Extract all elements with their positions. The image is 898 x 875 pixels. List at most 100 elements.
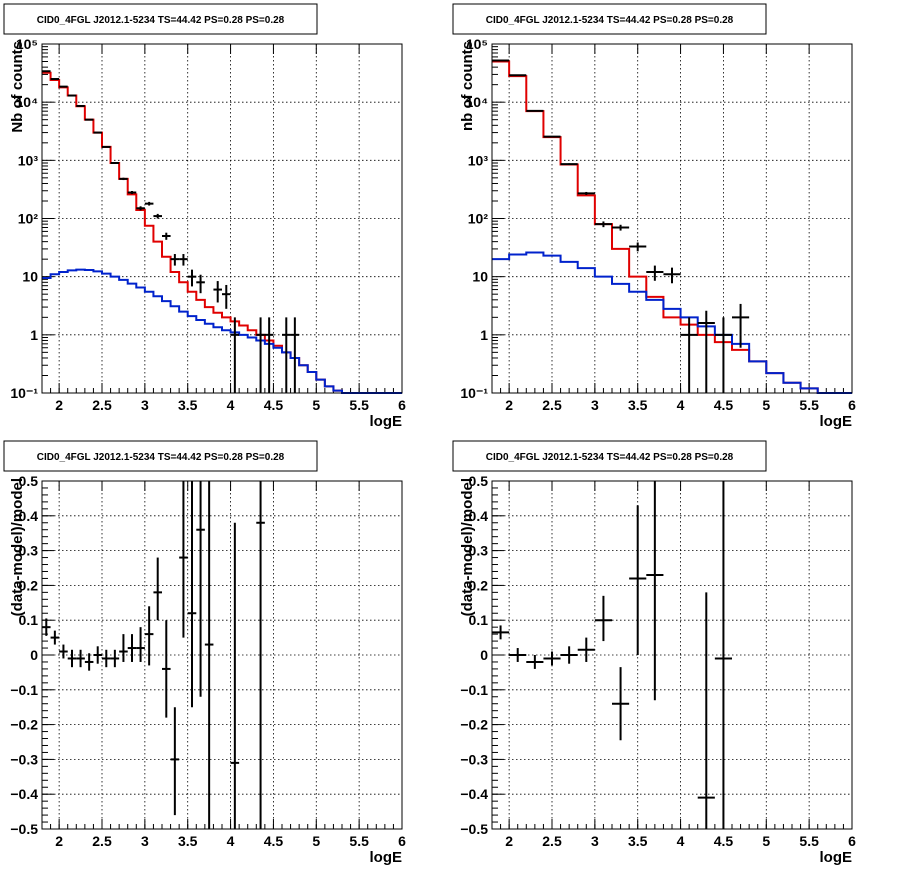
y-tick-label: 0 (480, 647, 488, 663)
x-tick-label: 5 (762, 833, 770, 849)
y-tick-label: 10² (18, 211, 39, 227)
data-point (732, 303, 750, 348)
y-tick-label: 0.2 (19, 577, 39, 593)
data-point (560, 163, 578, 166)
x-tick-label: 6 (398, 833, 406, 849)
data-point (119, 177, 128, 181)
y-tick-label: 0.1 (469, 612, 489, 628)
x-tick-label: 2 (55, 397, 63, 413)
data-point (714, 481, 732, 829)
data-point (153, 213, 162, 219)
data-point (509, 648, 527, 662)
data-point (612, 224, 630, 231)
data-point (84, 118, 94, 121)
x-tick-label: 4 (677, 397, 685, 413)
data-point (646, 481, 664, 701)
data-point (577, 637, 595, 662)
data-point (526, 109, 544, 112)
data-point (230, 522, 240, 829)
data-point (59, 644, 68, 659)
chart-panel: 2 2.5 3 3.5 4 4.5 5 5.5 6 10⁻¹ 1 10 10² 10³ 10⁴ 10⁵ logE… (452, 3, 856, 430)
data-point (67, 94, 77, 97)
y-tick-label: 10⁻¹ (10, 385, 38, 401)
data-point (697, 592, 715, 829)
data-point (629, 505, 647, 655)
data-point (612, 667, 630, 741)
y-tick-label: 0.5 (19, 473, 39, 489)
data-point (59, 85, 68, 88)
x-tick-label: 4.5 (264, 397, 284, 413)
data-point (213, 281, 222, 303)
x-tick-label: 3 (591, 397, 599, 413)
x-tick-label: 2.5 (542, 833, 562, 849)
x-axis-label: logE (370, 849, 403, 866)
chart-panel: 2 2.5 3 3.5 4 4.5 5 5.5 6 −0.5 −0.4 −0.3 −0.2 −0.1 0 0.… (3, 440, 406, 866)
data-point (526, 655, 544, 669)
model-source-line (42, 268, 402, 394)
data-point (42, 618, 51, 636)
data-point (110, 649, 120, 668)
data-point (204, 481, 214, 829)
data-point (256, 317, 265, 393)
y-tick-label: 10 (22, 269, 38, 285)
chart-title: CID0_4FGL J2012.1-5234 TS=44.42 PS=0.28 … (486, 452, 734, 463)
y-tick-label: 10⁵ (466, 36, 488, 52)
data-point (594, 595, 612, 642)
y-tick-label: −0.5 (460, 821, 488, 837)
chart-panel: 2 2.5 3 3.5 4 4.5 5 5.5 6 10⁻¹ 1 10 10² 10³ 10⁴ 10⁵ logE… (3, 3, 406, 430)
model-source-line (492, 251, 852, 394)
chart-title: CID0_4FGL J2012.1-5234 TS=44.42 PS=0.28 … (37, 452, 285, 463)
x-tick-label: 5.5 (799, 833, 819, 849)
x-tick-label: 4.5 (714, 833, 734, 849)
data-point (127, 634, 137, 662)
x-axis-label: logE (820, 849, 853, 866)
y-tick-label: 1 (480, 327, 488, 343)
y-tick-label: 10³ (468, 152, 489, 168)
x-tick-label: 5.5 (799, 397, 819, 413)
x-tick-label: 5 (762, 397, 770, 413)
data-point (714, 317, 732, 393)
x-tick-label: 2 (505, 833, 513, 849)
data-point (170, 254, 180, 266)
title-box (3, 3, 318, 35)
y-tick-label: −0.5 (10, 821, 38, 837)
x-tick-label: 2.5 (92, 397, 112, 413)
x-tick-label: 4.5 (264, 833, 284, 849)
x-tick-label: 2.5 (542, 397, 562, 413)
x-tick-label: 3.5 (178, 397, 198, 413)
data-point (492, 625, 510, 640)
data-point (282, 317, 291, 393)
x-tick-label: 4.5 (714, 397, 734, 413)
x-axis-label: logE (370, 413, 403, 430)
chart-title: CID0_4FGL J2012.1-5234 TS=44.42 PS=0.28 … (37, 15, 285, 26)
y-tick-label: 10⁵ (16, 36, 38, 52)
data-point (646, 265, 664, 281)
data-point (127, 191, 137, 195)
x-tick-label: 6 (848, 833, 856, 849)
y-axis-label: nb of counts (459, 41, 476, 131)
x-axis-label: logE (820, 413, 853, 430)
x-tick-label: 5 (312, 833, 320, 849)
x-tick-label: 2 (505, 397, 513, 413)
x-tick-label: 6 (848, 397, 856, 413)
data-point (697, 310, 715, 393)
data-point (629, 242, 647, 252)
y-tick-label: 10⁴ (466, 94, 489, 110)
chart-panel: 2 2.5 3 3.5 4 4.5 5 5.5 6 −0.5 −0.4 −0.3 −0.2 −0.1 0 0.… (452, 440, 856, 866)
y-tick-label: 0.1 (19, 612, 39, 628)
chart-title: CID0_4FGL J2012.1-5234 TS=44.42 PS=0.28 … (486, 15, 734, 26)
y-axis-label: Nb of counts (9, 41, 26, 133)
data-point (196, 274, 205, 294)
y-tick-label: 0.4 (469, 508, 489, 524)
data-point (102, 649, 111, 668)
data-point (110, 161, 120, 164)
data-point (290, 317, 300, 393)
y-tick-label: −0.1 (460, 682, 488, 698)
data-point (76, 649, 85, 668)
data-point (136, 627, 145, 662)
data-point (119, 634, 128, 662)
y-tick-label: −0.4 (460, 786, 488, 802)
x-tick-label: 3 (141, 397, 149, 413)
x-tick-label: 4 (227, 833, 235, 849)
